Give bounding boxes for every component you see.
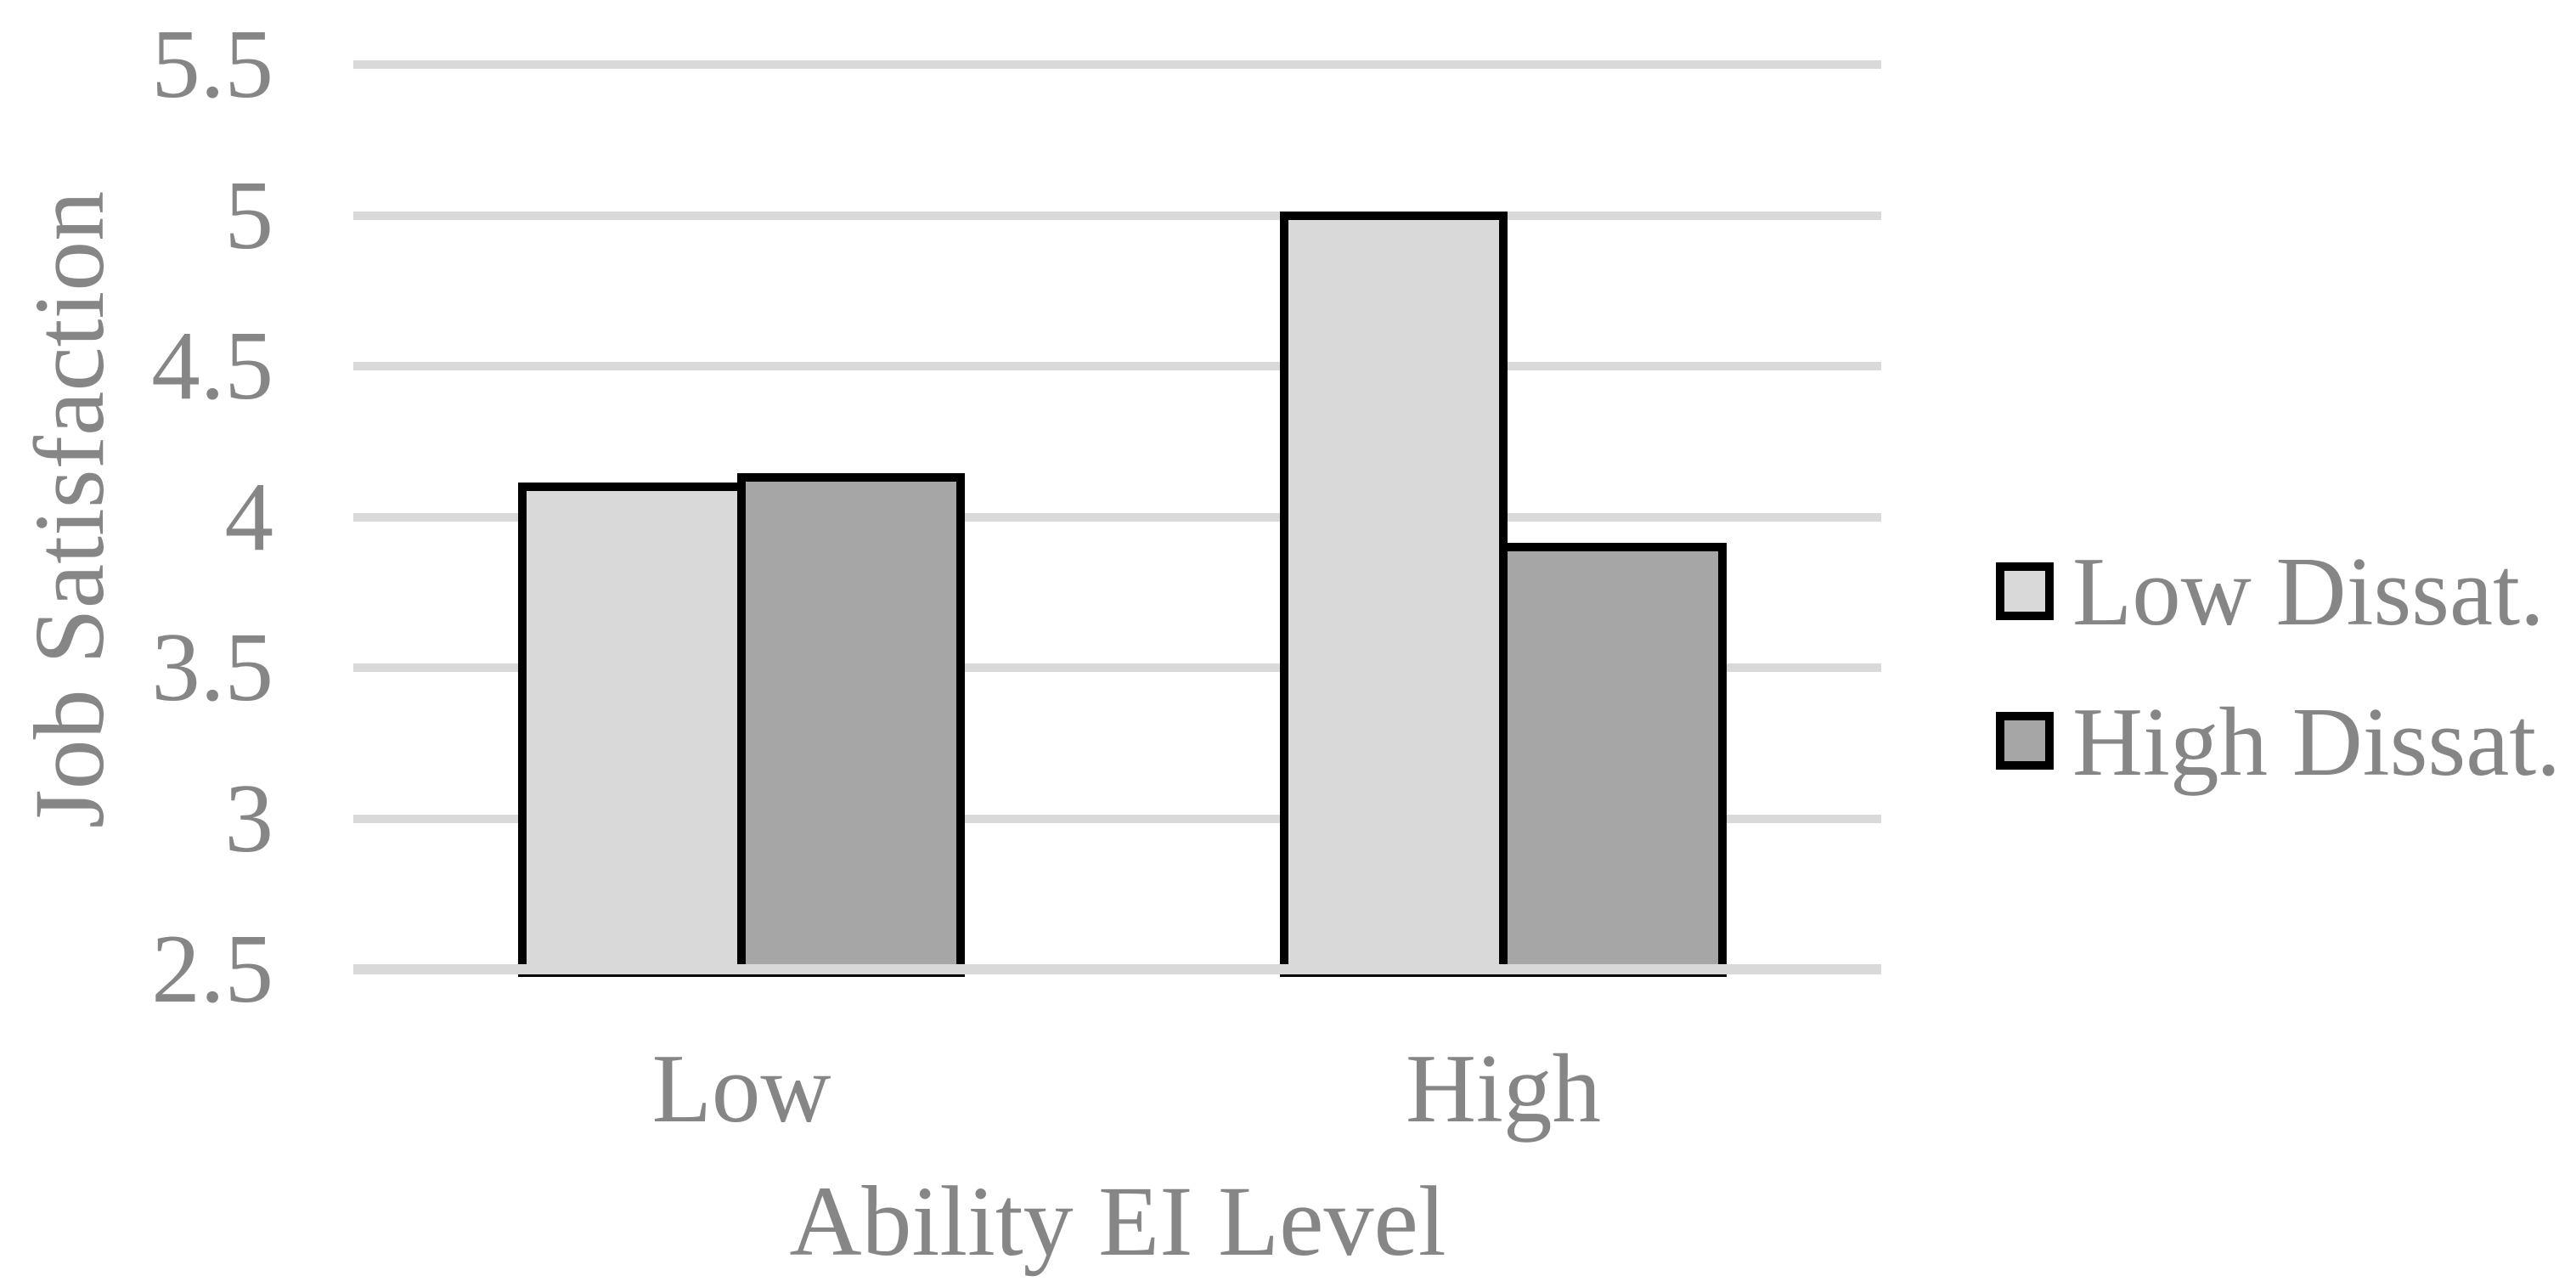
legend-label-high-dissat: High Dissat. — [2072, 688, 2561, 796]
x-axis-title: Ability EI Level — [789, 1166, 1446, 1277]
gridline-4 — [353, 513, 1881, 522]
legend-label-low-dissat: Low Dissat. — [2072, 538, 2545, 646]
gridline-5-5 — [353, 60, 1881, 69]
x-axis-baseline — [353, 964, 1881, 974]
bar-high-dissat-low — [737, 473, 965, 977]
bar-low-dissat-high — [1280, 212, 1508, 977]
y-tick-label-5-5: 5.5 — [151, 10, 273, 118]
legend-swatch-high-dissat — [1996, 712, 2054, 770]
x-category-label-low: Low — [651, 1035, 831, 1143]
y-tick-label-4-5: 4.5 — [151, 312, 273, 420]
gridline-5 — [353, 212, 1881, 220]
bar-low-dissat-low — [518, 483, 746, 977]
y-tick-label-2-5: 2.5 — [151, 915, 273, 1023]
y-tick-label-3: 3 — [224, 765, 274, 872]
legend-swatch-low-dissat — [1996, 562, 2054, 620]
bar-high-dissat-high — [1499, 543, 1727, 977]
x-category-label-high: High — [1406, 1035, 1601, 1143]
y-tick-label-4: 4 — [224, 463, 274, 571]
y-tick-label-3-5: 3.5 — [151, 613, 273, 721]
y-tick-label-5: 5 — [224, 161, 274, 269]
gridline-3-5 — [353, 663, 1881, 672]
gridline-4-5 — [353, 362, 1881, 370]
gridline-3 — [353, 815, 1881, 823]
